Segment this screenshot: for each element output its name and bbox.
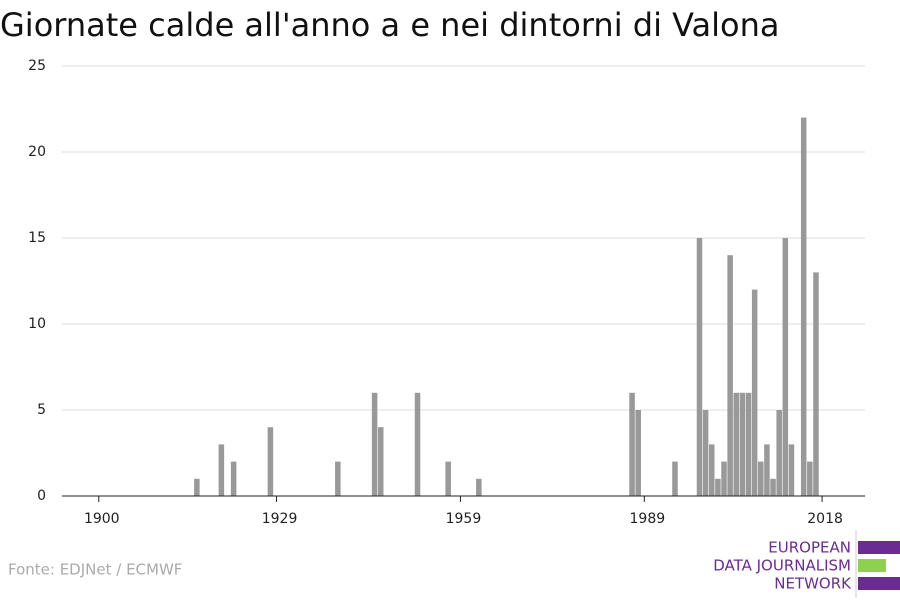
logo-bar	[858, 577, 900, 590]
bar	[782, 238, 789, 496]
bar	[267, 427, 274, 496]
bar	[230, 461, 237, 496]
bar	[476, 478, 482, 496]
bar	[218, 444, 225, 496]
bar	[194, 478, 200, 496]
bar	[745, 392, 752, 496]
logo-text: NETWORK	[774, 575, 852, 593]
logo-bar	[858, 541, 900, 554]
bar	[739, 392, 746, 496]
bar	[715, 478, 721, 496]
bar	[696, 238, 703, 496]
logo-bar	[858, 559, 886, 572]
logo-text: DATA JOURNALISM	[713, 557, 851, 575]
bar	[776, 410, 782, 496]
bar	[629, 392, 635, 496]
bar	[377, 427, 384, 496]
bar	[764, 444, 770, 496]
y-tick-label: 5	[37, 402, 46, 418]
bar	[672, 461, 678, 496]
bar	[702, 410, 709, 496]
bar	[708, 444, 715, 496]
bar	[800, 117, 807, 496]
bar	[445, 461, 451, 496]
bar	[788, 444, 795, 496]
y-tick-label: 10	[28, 316, 46, 332]
y-tick-label: 25	[28, 58, 46, 74]
x-tick-label: 1989	[630, 511, 666, 527]
chart-title: Giornate calde all'anno a e nei dintorni…	[0, 6, 780, 44]
bar	[335, 461, 341, 496]
bar	[371, 392, 378, 496]
bar	[414, 392, 421, 496]
x-tick-label: 2018	[807, 511, 843, 527]
logo-text: EUROPEAN	[768, 539, 851, 557]
bar	[751, 289, 758, 496]
x-tick-label: 1929	[262, 511, 298, 527]
y-tick-label: 20	[28, 144, 46, 160]
x-tick-label: 1900	[84, 511, 120, 527]
bar	[807, 461, 813, 496]
bar	[721, 461, 727, 496]
bar	[635, 410, 641, 496]
bar	[727, 255, 733, 496]
x-tick-label: 1959	[446, 511, 482, 527]
bar	[770, 478, 776, 496]
bar	[813, 272, 819, 496]
y-tick-label: 0	[37, 488, 46, 504]
source: Fonte: EDJNet / ECMWF	[8, 561, 182, 579]
bar	[758, 461, 764, 496]
bar	[733, 392, 740, 496]
y-tick-label: 15	[28, 230, 46, 246]
